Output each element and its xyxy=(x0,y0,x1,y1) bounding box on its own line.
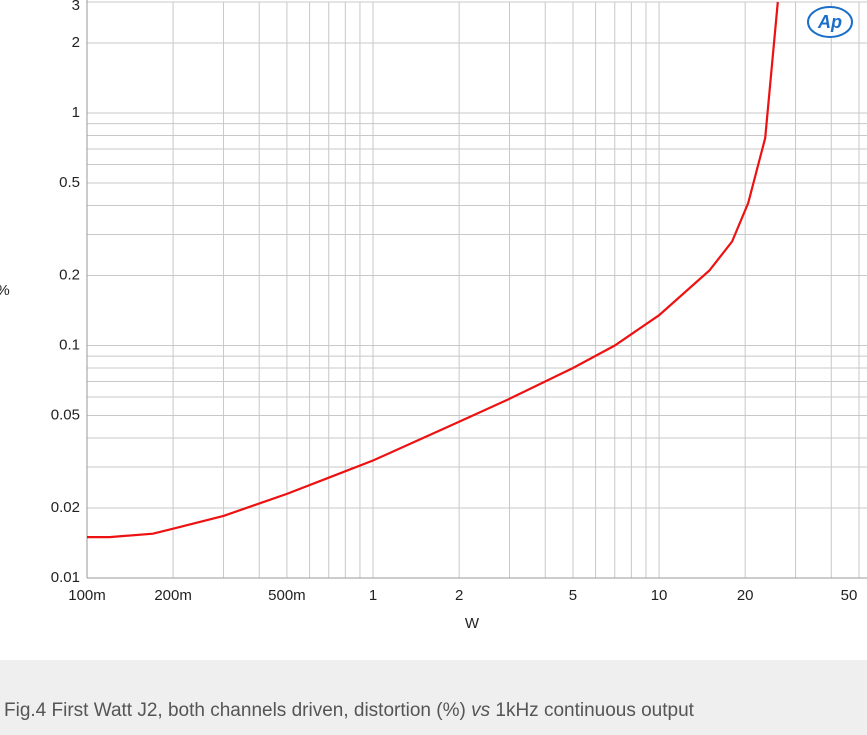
caption-text: Fig.4 First Watt J2, both channels drive… xyxy=(4,700,472,721)
x-tick-label: 1 xyxy=(369,587,377,604)
y-tick-label: 3 xyxy=(72,0,80,14)
x-tick-label: 20 xyxy=(737,587,754,604)
y-tick-label: 0.2 xyxy=(59,266,80,283)
y-axis-label: % xyxy=(0,282,10,299)
data-line xyxy=(87,1,779,539)
caption: Fig.4 First Watt J2, both channels drive… xyxy=(4,700,694,722)
x-tick-label: 10 xyxy=(651,587,668,604)
caption-band xyxy=(0,660,867,735)
x-tick-label: 50 xyxy=(841,587,858,604)
y-tick-label: 0.5 xyxy=(59,174,80,191)
chart: % W 100m 200m 500m 1 2 5 10 20 50 0.01 0.02 0.05 0.1… xyxy=(0,0,867,632)
x-tick-label: 500m xyxy=(268,587,306,604)
x-tick-label: 5 xyxy=(569,587,577,604)
y-tick-label: 0.02 xyxy=(51,499,80,516)
y-tick-label: 1 xyxy=(72,104,80,121)
caption-text: vs xyxy=(471,700,491,721)
logo: Ap xyxy=(817,12,842,32)
y-tick-label: 0.01 xyxy=(51,569,80,586)
caption-text: 1kHz continuous output xyxy=(490,700,694,721)
x-tick-label: 2 xyxy=(455,587,463,604)
x-tick-label: 100m xyxy=(68,587,106,604)
x-tick-label: 200m xyxy=(154,587,192,604)
y-tick-label: 2 xyxy=(72,34,80,51)
x-axis-label: W xyxy=(465,615,480,632)
logo-badge xyxy=(807,6,853,38)
y-tick-label: 0.05 xyxy=(51,406,80,423)
y-tick-label: 0.1 xyxy=(59,336,80,353)
